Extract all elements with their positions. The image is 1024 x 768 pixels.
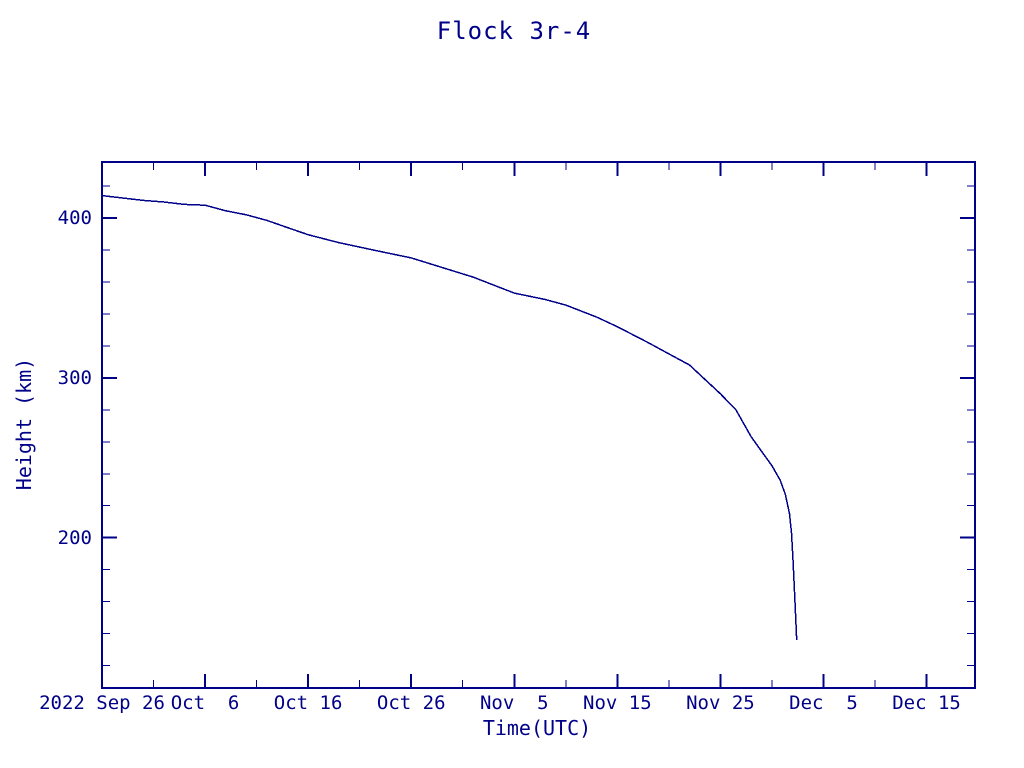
height-curve (101, 194, 798, 641)
y-tick-label: 300 (57, 366, 92, 389)
x-tick-label: 2022 Sep 26 (39, 692, 165, 714)
x-tick-label: Dec 5 (789, 692, 858, 714)
x-tick-label: Nov 5 (479, 692, 549, 714)
y-axis-label: Height (km) (12, 357, 36, 491)
x-tick-label: Oct 6 (170, 692, 240, 714)
x-tick-label: Oct 16 (273, 692, 343, 714)
y-tick-label: 200 (57, 526, 92, 549)
chart-title: Flock 3r-4 (436, 17, 592, 45)
y-tick-label: 400 (57, 206, 92, 229)
plot-frame (101, 161, 976, 689)
x-tick-label: Nov 25 (686, 692, 755, 714)
x-tick-label: Oct 26 (376, 692, 446, 714)
x-tick-label: Nov 15 (583, 692, 652, 714)
x-tick-label: Dec 15 (892, 692, 961, 714)
x-axis-label: Time(UTC) (482, 716, 592, 740)
